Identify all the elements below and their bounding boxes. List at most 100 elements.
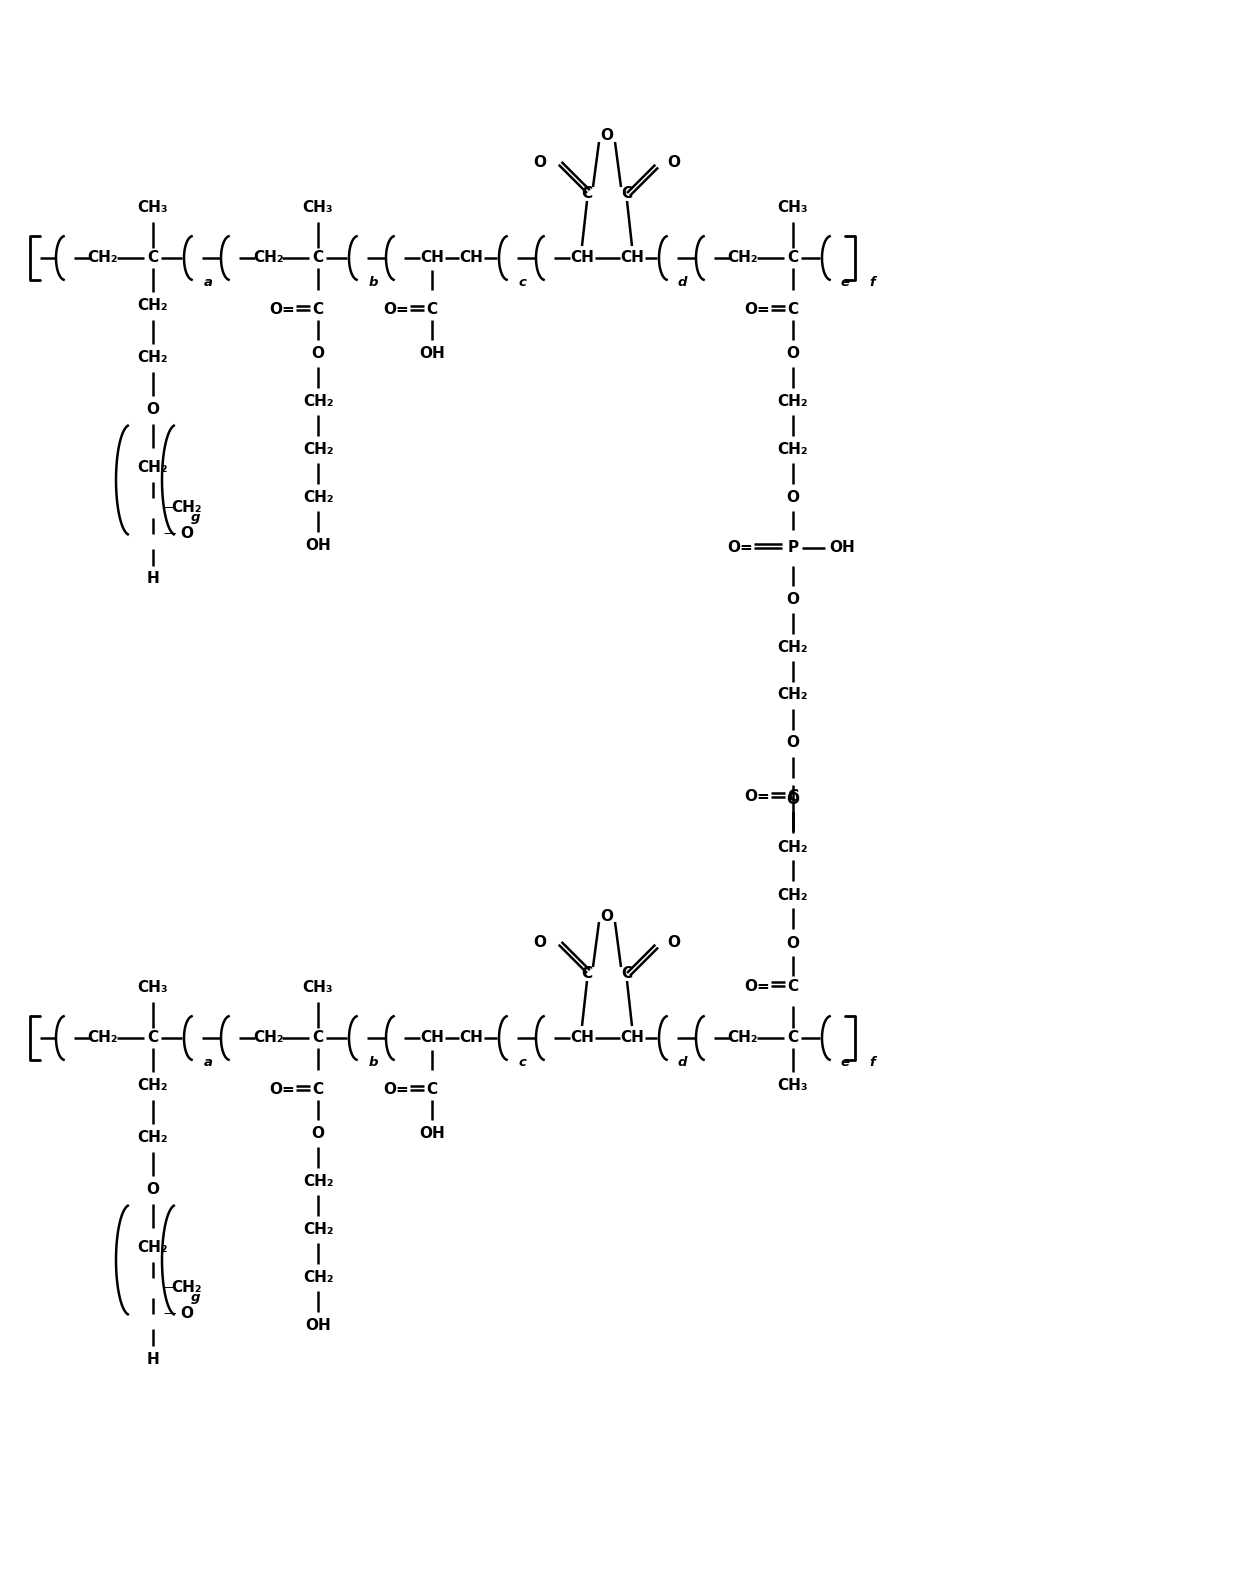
Text: CH₂: CH₂ [728, 1030, 758, 1046]
Text: CH₂: CH₂ [88, 1030, 118, 1046]
Text: O=: O= [269, 1082, 295, 1098]
Text: H: H [146, 1351, 160, 1367]
Text: C: C [582, 966, 593, 980]
Text: CH₃: CH₃ [138, 980, 169, 996]
Text: CH: CH [459, 250, 482, 266]
Text: CH: CH [570, 1030, 594, 1046]
Text: O: O [311, 346, 325, 360]
Text: O=: O= [744, 790, 770, 804]
Text: d: d [677, 277, 687, 289]
Text: c: c [518, 277, 526, 289]
Text: —: — [164, 527, 176, 541]
Text: O: O [667, 936, 681, 950]
Text: C: C [312, 1082, 324, 1098]
Text: —: — [164, 1307, 176, 1320]
Text: d: d [677, 1057, 687, 1070]
Text: C: C [787, 978, 799, 994]
Text: CH₂: CH₂ [253, 250, 283, 266]
Text: g: g [190, 511, 200, 524]
Text: C: C [787, 250, 799, 266]
Text: CH: CH [620, 1030, 644, 1046]
Text: CH: CH [420, 250, 444, 266]
Text: a: a [203, 1057, 212, 1070]
Text: C: C [312, 302, 324, 318]
Text: CH₂: CH₂ [777, 393, 808, 409]
Text: O: O [786, 489, 800, 505]
Text: CH₂: CH₂ [777, 840, 808, 854]
Text: CH₂: CH₂ [138, 351, 169, 365]
Text: C: C [787, 302, 799, 318]
Text: OH: OH [419, 1126, 445, 1140]
Text: CH: CH [570, 250, 594, 266]
Text: f: f [869, 1057, 875, 1070]
Text: CH₂: CH₂ [303, 1269, 334, 1285]
Text: —: — [164, 502, 176, 514]
Text: CH₂: CH₂ [777, 687, 808, 703]
Text: C: C [427, 1082, 438, 1098]
Text: f: f [869, 277, 875, 289]
Text: —: — [164, 1282, 176, 1295]
Text: O=: O= [727, 541, 753, 555]
Text: O: O [786, 591, 800, 607]
Text: O: O [146, 1183, 160, 1197]
Text: O=: O= [744, 302, 770, 318]
Text: C: C [312, 1030, 324, 1046]
Text: OH: OH [305, 538, 331, 552]
Text: P: P [787, 541, 799, 555]
Text: H: H [146, 571, 160, 587]
Text: CH₂: CH₂ [777, 887, 808, 903]
Text: C: C [427, 302, 438, 318]
Text: C: C [148, 250, 159, 266]
Text: CH₂: CH₂ [172, 1280, 202, 1296]
Text: b: b [368, 1057, 378, 1070]
Text: C: C [787, 790, 799, 804]
Text: O: O [600, 129, 614, 143]
Text: g: g [190, 1291, 200, 1304]
Text: C: C [621, 186, 632, 200]
Text: O=: O= [383, 302, 409, 318]
Text: CH₂: CH₂ [138, 461, 169, 475]
Text: O: O [786, 736, 800, 750]
Text: C: C [621, 966, 632, 980]
Text: CH₂: CH₂ [138, 299, 169, 313]
Text: CH: CH [620, 250, 644, 266]
Text: O: O [533, 936, 547, 950]
Text: c: c [518, 1057, 526, 1070]
Text: CH₂: CH₂ [138, 1079, 169, 1093]
Text: CH₃: CH₃ [303, 980, 334, 996]
Text: C: C [312, 250, 324, 266]
Text: O=: O= [744, 978, 770, 994]
Text: C: C [148, 1030, 159, 1046]
Text: O: O [667, 156, 681, 170]
Text: b: b [368, 277, 378, 289]
Text: e: e [841, 277, 849, 289]
Text: C: C [787, 1030, 799, 1046]
Text: CH₂: CH₂ [728, 250, 758, 266]
Text: O: O [786, 346, 800, 360]
Text: e: e [841, 1057, 849, 1070]
Text: O: O [786, 791, 800, 807]
Text: O: O [311, 1126, 325, 1140]
Text: OH: OH [305, 1318, 331, 1332]
Text: OH: OH [830, 541, 854, 555]
Text: O: O [181, 1307, 193, 1321]
Text: CH₃: CH₃ [138, 200, 169, 216]
Text: CH₂: CH₂ [253, 1030, 283, 1046]
Text: CH₂: CH₂ [777, 640, 808, 654]
Text: O: O [146, 403, 160, 417]
Text: O: O [600, 909, 614, 923]
Text: O: O [181, 527, 193, 541]
Text: CH₂: CH₂ [303, 489, 334, 505]
Text: CH₂: CH₂ [172, 500, 202, 516]
Text: O=: O= [383, 1082, 409, 1098]
Text: O=: O= [269, 302, 295, 318]
Text: CH₂: CH₂ [303, 1222, 334, 1236]
Text: a: a [203, 277, 212, 289]
Text: CH: CH [420, 1030, 444, 1046]
Text: O: O [533, 156, 547, 170]
Text: CH₂: CH₂ [303, 442, 334, 456]
Text: C: C [582, 186, 593, 200]
Text: O: O [786, 936, 800, 950]
Text: CH₃: CH₃ [777, 200, 808, 216]
Text: CH₂: CH₂ [88, 250, 118, 266]
